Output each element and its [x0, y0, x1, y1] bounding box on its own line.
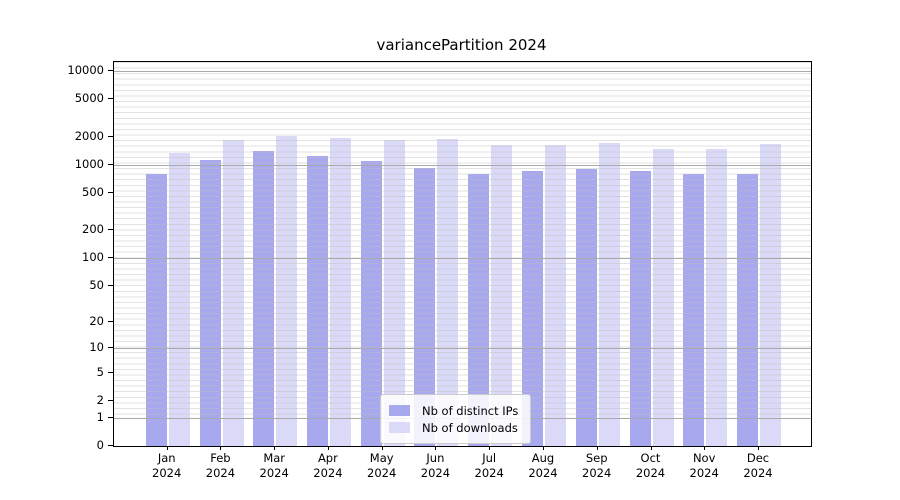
x-tick-nov [704, 446, 706, 450]
y-tick-0 [108, 445, 113, 446]
y-tick-5000 [108, 98, 113, 100]
legend-swatch-downloads [389, 422, 410, 433]
x-tick-sep [596, 446, 598, 450]
bar-nb-of-distinct-ips-dec [737, 174, 758, 446]
bar-nb-of-downloads-dec [760, 144, 781, 446]
y-tick-label-0: 0 [96, 438, 104, 452]
legend-item-distinct-ips: Nb of distinct IPs [389, 403, 518, 418]
y-tick-50 [108, 284, 113, 286]
x-tick-dec [758, 446, 759, 450]
y-tick-label-10: 10 [89, 340, 104, 355]
legend-item-downloads: Nb of downloads [389, 420, 518, 435]
plot-area [113, 61, 812, 447]
x-tick-label-jun: Jun 2024 [420, 451, 451, 480]
chart-title: variancePartition 2024 [376, 36, 547, 54]
y-tick-label-200: 200 [82, 222, 104, 237]
bar-nb-of-distinct-ips-oct [629, 171, 651, 446]
bar-nb-of-downloads-jul [491, 145, 513, 446]
gridline-10 [114, 348, 811, 350]
bar-nb-of-distinct-ips-nov [683, 173, 705, 446]
x-tick-feb [220, 446, 222, 450]
x-tick-label-sep: Sep 2024 [582, 451, 612, 480]
y-tick-100 [108, 257, 113, 259]
x-tick-label-jul: Jul 2024 [474, 451, 504, 480]
x-tick-jan [166, 446, 168, 450]
x-tick-jul [489, 446, 491, 450]
y-tick-20 [108, 321, 113, 322]
bar-nb-of-downloads-mar [276, 135, 298, 446]
bar-nb-of-distinct-ips-jun [414, 168, 436, 446]
x-tick-label-may: May 2024 [367, 451, 397, 480]
x-tick-label-aug: Aug 2024 [528, 451, 558, 480]
y-tick-label-100: 100 [82, 250, 104, 265]
x-tick-jun [435, 446, 437, 450]
y-tick-1000 [108, 163, 113, 165]
x-tick-apr [327, 446, 329, 450]
y-tick-label-2: 2 [96, 393, 104, 408]
gridline-1000 [114, 164, 811, 166]
legend: Nb of distinct IPs Nb of downloads [380, 394, 532, 444]
x-tick-label-jan: Jan 2024 [152, 451, 182, 480]
bar-nb-of-downloads-aug [544, 145, 566, 446]
x-tick-may [381, 446, 383, 450]
y-tick-label-50: 50 [89, 277, 104, 292]
y-tick-label-20: 20 [89, 314, 104, 328]
bar-nb-of-downloads-oct [652, 149, 674, 446]
x-tick-mar [274, 446, 276, 450]
bar-nb-of-distinct-ips-jan [145, 173, 167, 446]
y-tick-label-5: 5 [96, 365, 104, 379]
bar-nb-of-distinct-ips-aug [521, 170, 543, 446]
x-tick-aug [543, 446, 544, 450]
gridline-100 [114, 258, 811, 260]
bar-nb-of-distinct-ips-apr [306, 155, 328, 446]
y-tick-label-5000: 5000 [74, 91, 104, 106]
y-tick-label-1: 1 [96, 409, 104, 424]
bar-nb-of-downloads-jun [437, 139, 459, 446]
y-tick-label-1000: 1000 [74, 156, 104, 171]
y-tick-label-500: 500 [82, 184, 104, 199]
legend-label-downloads: Nb of downloads [422, 420, 518, 435]
x-tick-oct [650, 446, 652, 450]
bar-nb-of-distinct-ips-mar [253, 150, 275, 446]
y-tick-10 [108, 347, 113, 349]
y-tick-10000 [108, 70, 113, 71]
bar-nb-of-downloads-feb [222, 139, 244, 446]
bar-nb-of-distinct-ips-sep [575, 168, 597, 446]
legend-swatch-distinct-ips [389, 405, 410, 416]
y-tick-200 [108, 229, 113, 231]
y-tick-500 [108, 191, 113, 193]
gridline-10000 [114, 71, 811, 72]
bar-nb-of-downloads-may [383, 139, 405, 446]
y-tick-label-10000: 10000 [67, 63, 104, 77]
x-tick-label-dec: Dec 2024 [743, 451, 773, 480]
y-tick-2000 [108, 135, 113, 137]
x-tick-label-nov: Nov 2024 [689, 451, 719, 480]
bar-nb-of-downloads-jan [168, 153, 190, 446]
bar-nb-of-downloads-nov [706, 148, 728, 446]
y-tick-5 [108, 372, 113, 373]
bar-nb-of-downloads-sep [598, 143, 620, 446]
y-tick-1 [108, 416, 113, 418]
y-tick-label-2000: 2000 [74, 128, 104, 143]
bar-nb-of-distinct-ips-jul [468, 174, 490, 446]
x-tick-label-oct: Oct 2024 [635, 451, 666, 480]
x-tick-label-mar: Mar 2024 [259, 451, 289, 480]
x-tick-label-apr: Apr 2024 [313, 451, 343, 480]
legend-label-distinct-ips: Nb of distinct IPs [422, 403, 519, 418]
bar-nb-of-downloads-apr [329, 138, 351, 446]
y-tick-2 [108, 400, 113, 402]
x-tick-label-feb: Feb 2024 [205, 451, 236, 480]
bar-nb-of-distinct-ips-may [360, 160, 382, 446]
bar-nb-of-distinct-ips-feb [199, 160, 221, 446]
